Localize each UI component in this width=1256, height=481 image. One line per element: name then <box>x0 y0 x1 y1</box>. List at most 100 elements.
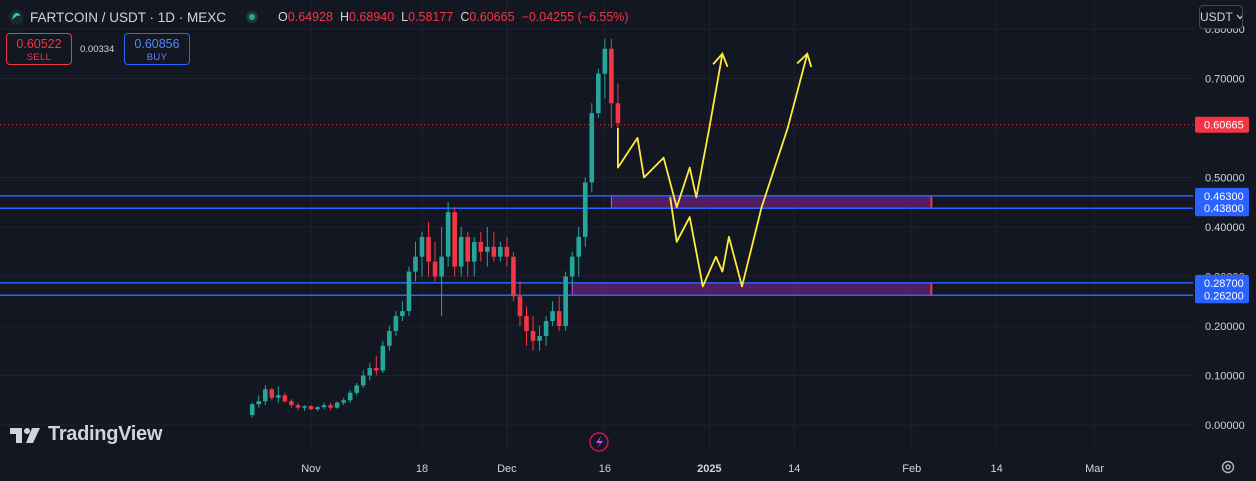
candle-body <box>347 392 353 401</box>
candle-body <box>550 311 555 322</box>
buy-price: 0.60856 <box>134 37 180 51</box>
level-tag-bg <box>1195 274 1249 291</box>
candle-body <box>295 405 301 408</box>
candle-body <box>458 236 464 267</box>
candle-body <box>582 182 588 237</box>
price-zone <box>610 195 932 209</box>
candle-body <box>328 405 333 408</box>
price-tick-label: 0.20000 <box>1205 321 1245 333</box>
lightning-icon[interactable] <box>589 432 609 452</box>
fartcoin-symbol-icon[interactable] <box>8 9 24 25</box>
symbol-title[interactable]: FARTCOIN / USDT · 1D · MEXC <box>30 9 227 25</box>
buy-button[interactable]: 0.60856 BUY <box>124 33 190 65</box>
candle-body <box>511 256 516 297</box>
sell-button[interactable]: 0.60522 SELL <box>6 33 72 65</box>
level-tag: 0.43800 <box>1204 203 1244 215</box>
time-tick-label: 2025 <box>697 463 721 475</box>
candle-body <box>413 256 418 272</box>
time-tick-label: Nov <box>301 463 321 475</box>
candle-body <box>517 296 523 317</box>
price-tick-label: 0.50000 <box>1205 173 1245 185</box>
tradingview-wordmark: TradingView <box>48 423 163 445</box>
current-price-tag: 0.60665 <box>1204 120 1244 132</box>
candle-body <box>471 241 477 262</box>
time-axis[interactable]: Nov 18 Dec 16 2025 14 Feb 14 Mar <box>0 451 1193 481</box>
sell-label: SELL <box>26 52 52 63</box>
candle-body <box>276 395 281 398</box>
candle-body <box>380 345 386 371</box>
chart-grid <box>0 0 1193 450</box>
candle-body <box>262 389 268 402</box>
candle-body <box>249 404 255 416</box>
time-axis-bg <box>0 451 1193 481</box>
tradingview-logo[interactable]: TradingView <box>10 423 162 446</box>
close-label: C <box>460 10 470 24</box>
candle-body <box>321 405 327 408</box>
candle-body <box>478 241 484 252</box>
candle-body <box>308 406 314 410</box>
price-axis[interactable]: 0.000000.100000.200000.300000.400000.500… <box>1193 0 1256 481</box>
candle-body <box>374 368 379 371</box>
candle-body <box>426 236 431 262</box>
level-tag-bg <box>1195 187 1249 204</box>
level-tag: 0.28700 <box>1204 278 1244 290</box>
time-tick-label: Mar <box>1085 463 1104 475</box>
chart-header: FARTCOIN / USDT · 1D · MEXC O0.64928 H0.… <box>8 7 629 27</box>
candle-body <box>465 236 471 262</box>
candle-body <box>406 271 412 312</box>
time-tick-label: 14 <box>788 463 800 475</box>
level-tag: 0.26200 <box>1204 290 1244 302</box>
level-tag-bg <box>1195 200 1249 217</box>
time-tick-label: 14 <box>991 463 1003 475</box>
candle-body <box>609 48 614 104</box>
open-label: O <box>278 10 288 24</box>
time-tick-label: 18 <box>416 463 428 475</box>
open-value: 0.64928 <box>287 10 333 24</box>
price-tick-label: 0.40000 <box>1205 222 1245 234</box>
currency-selector[interactable]: USDT <box>1199 5 1243 29</box>
candle-body <box>491 246 497 257</box>
candle-body <box>452 212 457 267</box>
candle-body <box>504 246 510 257</box>
candle-body <box>596 73 601 114</box>
candle-body <box>569 256 575 277</box>
spread-value: 0.00334 <box>80 44 115 55</box>
candle-body <box>589 113 595 183</box>
candle-body <box>419 236 425 257</box>
buy-label: BUY <box>146 52 168 63</box>
candle-body <box>302 406 307 408</box>
candle-body <box>485 246 490 252</box>
currency-label: USDT <box>1200 10 1233 24</box>
time-tick-label: Dec <box>497 463 517 475</box>
candle-body <box>439 256 444 277</box>
projection-arrowhead <box>712 52 729 68</box>
candle-body <box>602 48 608 74</box>
price-tick-label: 0.00000 <box>1205 420 1245 432</box>
candle-body <box>367 368 373 376</box>
price-axis-bg <box>1193 0 1256 481</box>
candle-body <box>315 407 320 410</box>
horizontal-levels <box>0 124 1193 297</box>
candle-body <box>524 316 529 331</box>
high-label: H <box>339 10 349 24</box>
candle-body <box>432 261 438 277</box>
candle-body <box>563 276 568 326</box>
price-tick-label: 0.10000 <box>1205 371 1245 383</box>
candlestick-series <box>249 38 621 418</box>
candle-body <box>530 330 536 341</box>
candle-body <box>341 400 346 403</box>
candle-body <box>556 311 562 326</box>
projection-path-2 <box>669 53 809 288</box>
market-status-icon[interactable] <box>246 11 259 23</box>
candle-body <box>282 395 288 402</box>
candle-body <box>256 401 262 405</box>
candle-body <box>393 316 399 331</box>
level-tag-bg <box>1195 287 1249 304</box>
candle-body <box>289 401 294 406</box>
projection-path-1 <box>617 53 724 209</box>
candle-body <box>543 321 549 336</box>
candle-body <box>269 389 275 398</box>
settings-gear-icon[interactable] <box>1220 459 1236 475</box>
candle-body <box>498 246 503 257</box>
